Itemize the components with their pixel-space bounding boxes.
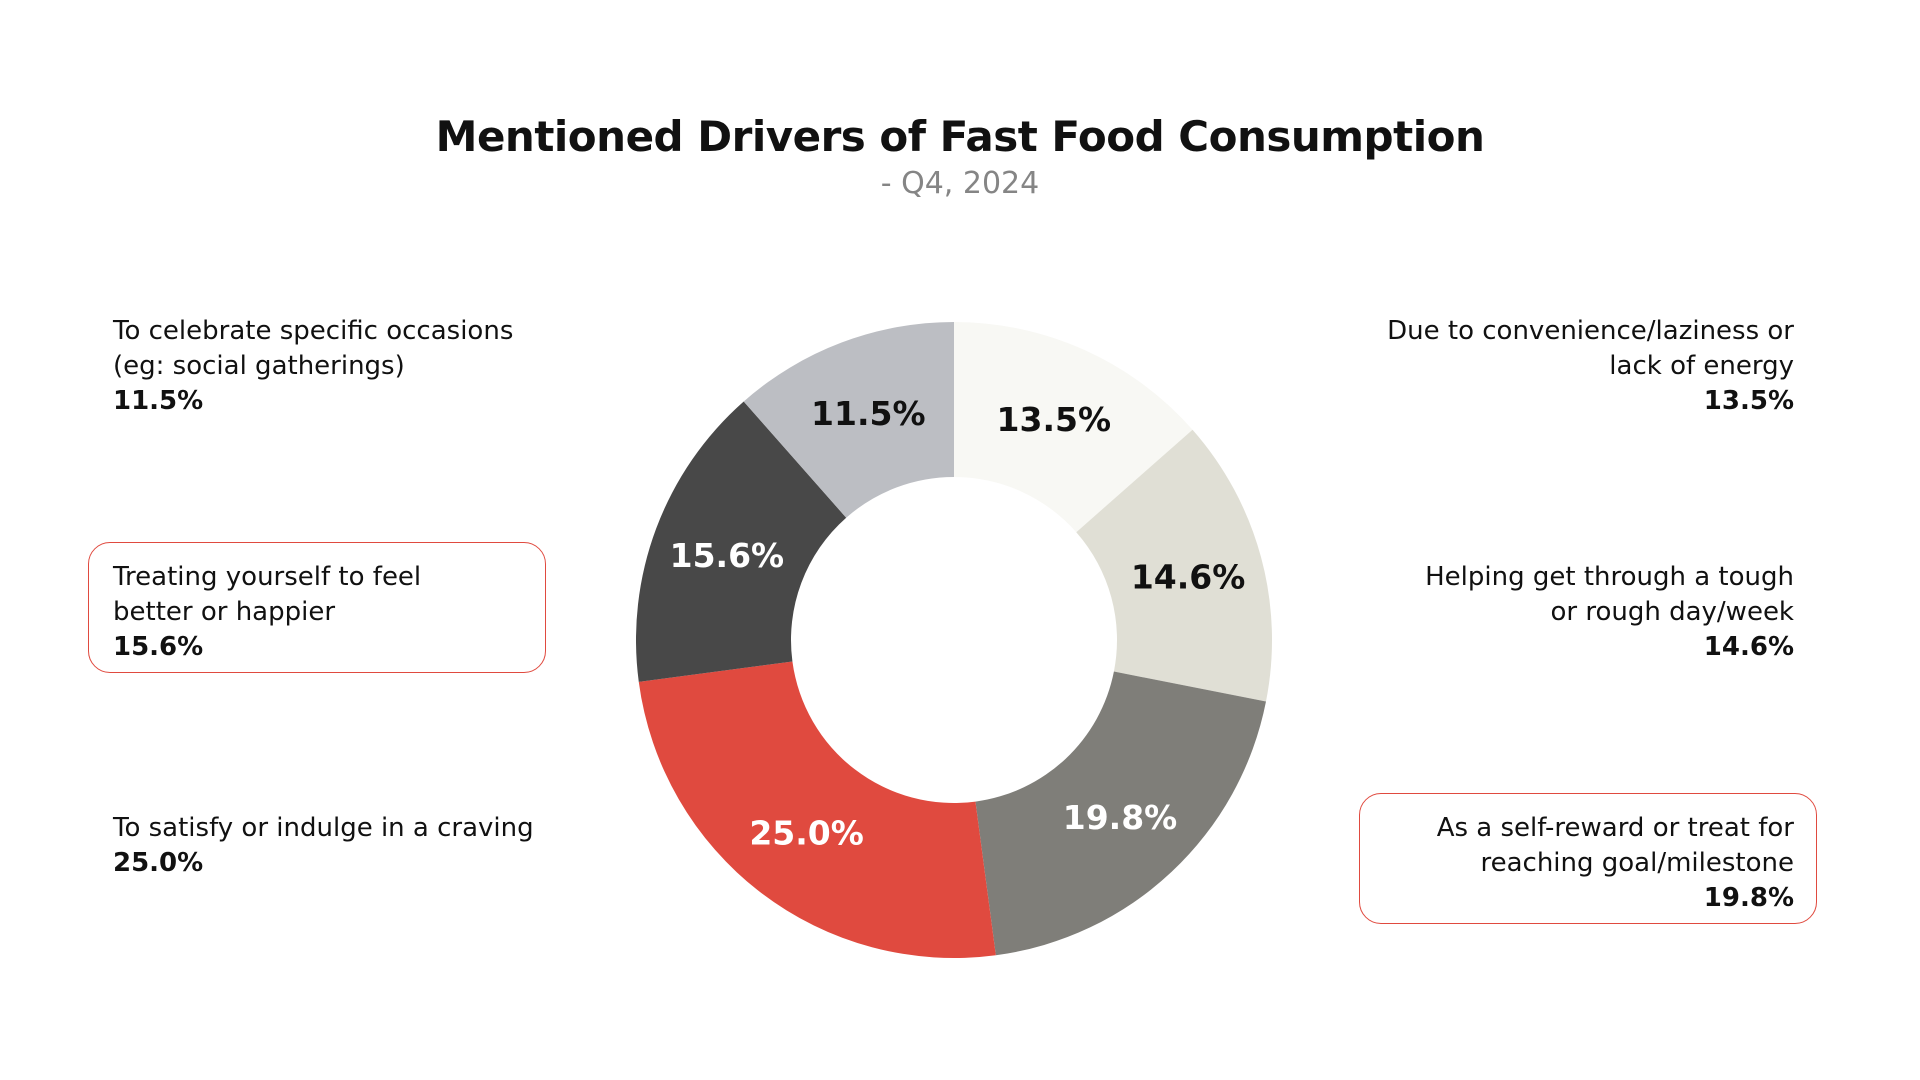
label-text-line: (eg: social gatherings)	[113, 351, 405, 381]
label-text-line: Due to convenience/laziness or	[1387, 316, 1794, 346]
label-text-line: To celebrate specific occasions	[113, 316, 514, 346]
chart-title: Mentioned Drivers of Fast Food Consumpti…	[435, 112, 1485, 161]
label-value: 14.6%	[1703, 632, 1794, 662]
slice-value-label: 11.5%	[811, 394, 926, 433]
highlight-box	[1359, 793, 1817, 924]
chart-subtitle: - Q4, 2024	[880, 166, 1040, 201]
label-text-line: Treating yourself to feel	[113, 562, 422, 592]
label-text-line: As a self-reward or treat for	[1436, 813, 1794, 843]
label-text-line: better or happier	[113, 597, 336, 627]
slice-value-label: 25.0%	[749, 814, 864, 853]
label-text-line: Helping get through a tough	[1425, 562, 1794, 592]
label-value: 25.0%	[113, 848, 204, 878]
label-value: 15.6%	[113, 632, 204, 662]
slice-legend-label: Helping get through a tough or rough day/…	[1425, 560, 1794, 665]
label-value: 13.5%	[1703, 386, 1794, 416]
label-text-line: or rough day/week	[1550, 597, 1794, 627]
donut-slice-3	[638, 661, 996, 958]
label-value: 11.5%	[113, 386, 204, 416]
slice-legend-label: As a self-reward or treat for reaching go…	[1437, 811, 1794, 916]
slice-legend-label: To celebrate specific occasions (eg: soci…	[113, 314, 513, 419]
label-text-line: reaching goal/milestone	[1480, 848, 1794, 878]
slice-value-label: 13.5%	[997, 400, 1112, 439]
slice-value-label: 14.6%	[1131, 558, 1246, 597]
slice-legend-label: Due to convenience/laziness or lack of en…	[1387, 314, 1794, 419]
slice-value-label: 19.8%	[1063, 798, 1178, 837]
slice-legend-label: Treating yourself to feel better or happi…	[113, 560, 421, 665]
donut-slice-2	[975, 671, 1266, 956]
donut-slice-0	[954, 322, 1193, 533]
label-text-line: To satisfy or indulge in a craving	[113, 813, 534, 843]
slice-value-label: 15.6%	[670, 536, 785, 575]
highlight-box	[88, 542, 546, 673]
label-value: 19.8%	[1703, 883, 1794, 913]
donut-slice-4	[636, 401, 847, 682]
slice-legend-label: To satisfy or indulge in a craving 25.0%	[113, 811, 534, 881]
label-text-line: lack of energy	[1609, 351, 1794, 381]
donut-slice-1	[1076, 429, 1272, 702]
donut-slice-5	[743, 322, 954, 518]
